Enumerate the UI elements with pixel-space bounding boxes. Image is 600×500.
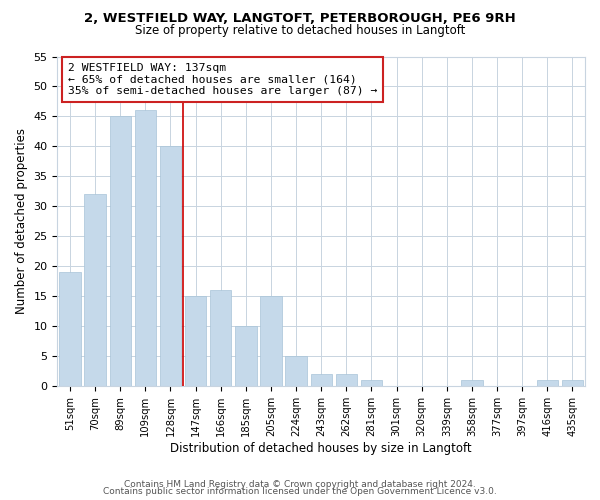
- Text: Contains public sector information licensed under the Open Government Licence v3: Contains public sector information licen…: [103, 487, 497, 496]
- Bar: [185, 296, 206, 386]
- Text: 2 WESTFIELD WAY: 137sqm
← 65% of detached houses are smaller (164)
35% of semi-d: 2 WESTFIELD WAY: 137sqm ← 65% of detache…: [68, 63, 377, 96]
- Bar: [562, 380, 583, 386]
- Bar: [260, 296, 281, 386]
- Bar: [235, 326, 257, 386]
- Bar: [110, 116, 131, 386]
- Bar: [59, 272, 80, 386]
- Bar: [160, 146, 181, 386]
- Text: 2, WESTFIELD WAY, LANGTOFT, PETERBOROUGH, PE6 9RH: 2, WESTFIELD WAY, LANGTOFT, PETERBOROUGH…: [84, 12, 516, 26]
- Bar: [210, 290, 232, 386]
- Text: Contains HM Land Registry data © Crown copyright and database right 2024.: Contains HM Land Registry data © Crown c…: [124, 480, 476, 489]
- Bar: [85, 194, 106, 386]
- Bar: [134, 110, 156, 386]
- Bar: [311, 374, 332, 386]
- Bar: [361, 380, 382, 386]
- Bar: [461, 380, 482, 386]
- Bar: [286, 356, 307, 386]
- Bar: [335, 374, 357, 386]
- Y-axis label: Number of detached properties: Number of detached properties: [15, 128, 28, 314]
- Bar: [536, 380, 558, 386]
- X-axis label: Distribution of detached houses by size in Langtoft: Distribution of detached houses by size …: [170, 442, 472, 455]
- Text: Size of property relative to detached houses in Langtoft: Size of property relative to detached ho…: [135, 24, 465, 37]
